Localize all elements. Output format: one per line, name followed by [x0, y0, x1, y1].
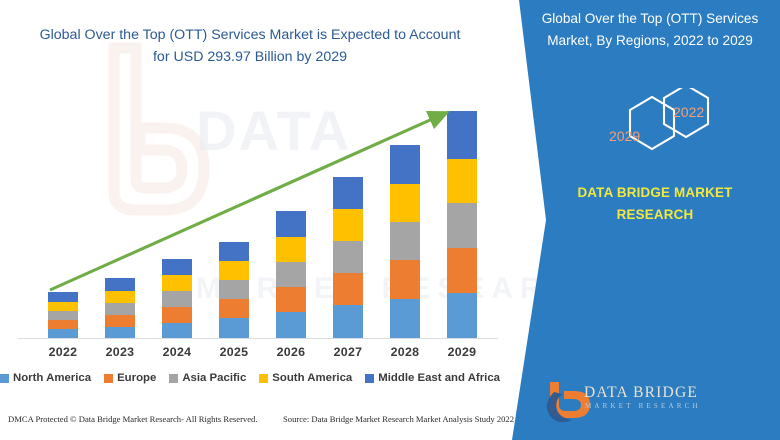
x-label-2029: 2029 — [447, 345, 477, 359]
chart-title: Global Over the Top (OTT) Services Marke… — [39, 27, 461, 65]
chart-legend: North America Europe Asia Pacific South Ame… — [0, 372, 500, 384]
legend-item[interactable]: South America — [259, 372, 352, 384]
x-label-2027: 2027 — [333, 345, 363, 359]
bar-segment — [333, 305, 363, 338]
legend-label: Middle East and Africa — [378, 372, 500, 384]
bar-segment — [162, 259, 192, 275]
legend-swatch — [0, 373, 9, 383]
bar-2027[interactable] — [333, 177, 363, 338]
bar-segment — [390, 222, 420, 260]
legend-label: Europe — [117, 372, 157, 384]
bar-segment — [390, 184, 420, 222]
bar-segment — [48, 311, 78, 320]
bar-segment — [276, 262, 306, 287]
panel-title: Global Over the Top (OTT) Services Marke… — [541, 11, 759, 48]
bar-segment — [219, 318, 249, 338]
legend-label: South America — [272, 372, 353, 384]
bar-segment — [105, 327, 135, 338]
footer-logo-subtitle: MARKET RESEARCH — [585, 402, 701, 410]
bar-segment — [219, 242, 249, 261]
legend-swatch — [365, 373, 375, 383]
brand-line-1: DATA BRIDGE MARKET — [577, 185, 733, 200]
bar-segment — [105, 315, 135, 327]
bar-segment — [447, 159, 477, 203]
bar-2029[interactable] — [447, 111, 477, 338]
x-label-2026: 2026 — [276, 345, 306, 359]
hexagon-label-2022: 2022 — [673, 104, 705, 120]
brand-line-2: RESEARCH — [616, 207, 694, 222]
legend-swatch — [169, 373, 179, 383]
bar-2028[interactable] — [390, 145, 420, 338]
bar-segment — [333, 209, 363, 241]
bar-segment — [48, 320, 78, 329]
footer-source: Source: Data Bridge Market Research Mark… — [283, 414, 515, 424]
watermark-logo-mark — [108, 42, 210, 216]
hexagon-2029-shape — [628, 95, 676, 151]
x-label-2024: 2024 — [162, 345, 192, 359]
bar-segment — [48, 302, 78, 311]
bar-segment — [276, 312, 306, 338]
bar-segment — [276, 287, 306, 312]
bar-segment — [276, 237, 306, 262]
bar-segment — [162, 307, 192, 323]
bar-2024[interactable] — [162, 259, 192, 338]
hexagon-2022-shape — [662, 88, 710, 139]
footer-copyright: DMCA Protected © Data Bridge Market Rese… — [8, 414, 258, 424]
legend-label: Asia Pacific — [182, 372, 247, 384]
legend-item[interactable]: Europe — [104, 372, 156, 384]
bar-segment — [276, 211, 306, 237]
bar-segment — [333, 273, 363, 305]
legend-item[interactable]: North America — [0, 372, 91, 384]
bar-segment — [162, 275, 192, 291]
legend-swatch — [259, 373, 269, 383]
bar-2025[interactable] — [219, 242, 249, 338]
bar-2026[interactable] — [276, 211, 306, 338]
bar-segment — [390, 299, 420, 338]
bar-segment — [48, 329, 78, 338]
legend-item[interactable]: Asia Pacific — [169, 372, 246, 384]
bar-segment — [333, 241, 363, 273]
bar-segment — [447, 111, 477, 159]
footer-logo-name: DATA BRIDGE — [584, 384, 699, 401]
x-label-2023: 2023 — [105, 345, 135, 359]
bar-2022[interactable] — [48, 292, 78, 338]
x-label-2028: 2028 — [390, 345, 420, 359]
bar-segment — [219, 280, 249, 299]
chart-baseline — [18, 338, 498, 339]
bar-segment — [447, 203, 477, 248]
bar-segment — [105, 303, 135, 315]
watermark-text-data: DATA — [196, 99, 352, 162]
x-label-2025: 2025 — [219, 345, 249, 359]
bar-segment — [390, 145, 420, 184]
legend-swatch — [104, 373, 114, 383]
bar-segment — [447, 293, 477, 338]
panel-logo-watermark — [700, 150, 760, 352]
bar-segment — [219, 299, 249, 318]
chart-region: DATA MARKET RESEARCH Global Over the Top… — [0, 27, 599, 424]
bar-2023[interactable] — [105, 278, 135, 338]
hexagon-badges — [628, 88, 710, 151]
bar-segment — [390, 260, 420, 299]
bar-segment — [333, 177, 363, 209]
bar-segment — [219, 261, 249, 280]
bar-segment — [105, 278, 135, 291]
legend-item[interactable]: Middle East and Africa — [365, 372, 500, 384]
bar-segment — [162, 291, 192, 307]
brand-name: DATA BRIDGE MARKET RESEARCH — [555, 182, 755, 226]
bar-segment — [162, 323, 192, 338]
footer-logo-mark — [546, 382, 590, 423]
bar-segment — [105, 291, 135, 303]
x-label-2022: 2022 — [48, 345, 78, 359]
bar-segment — [48, 292, 78, 302]
hexagon-label-2029: 2029 — [609, 128, 641, 144]
legend-label: North America — [13, 372, 92, 384]
bar-segment — [447, 248, 477, 293]
